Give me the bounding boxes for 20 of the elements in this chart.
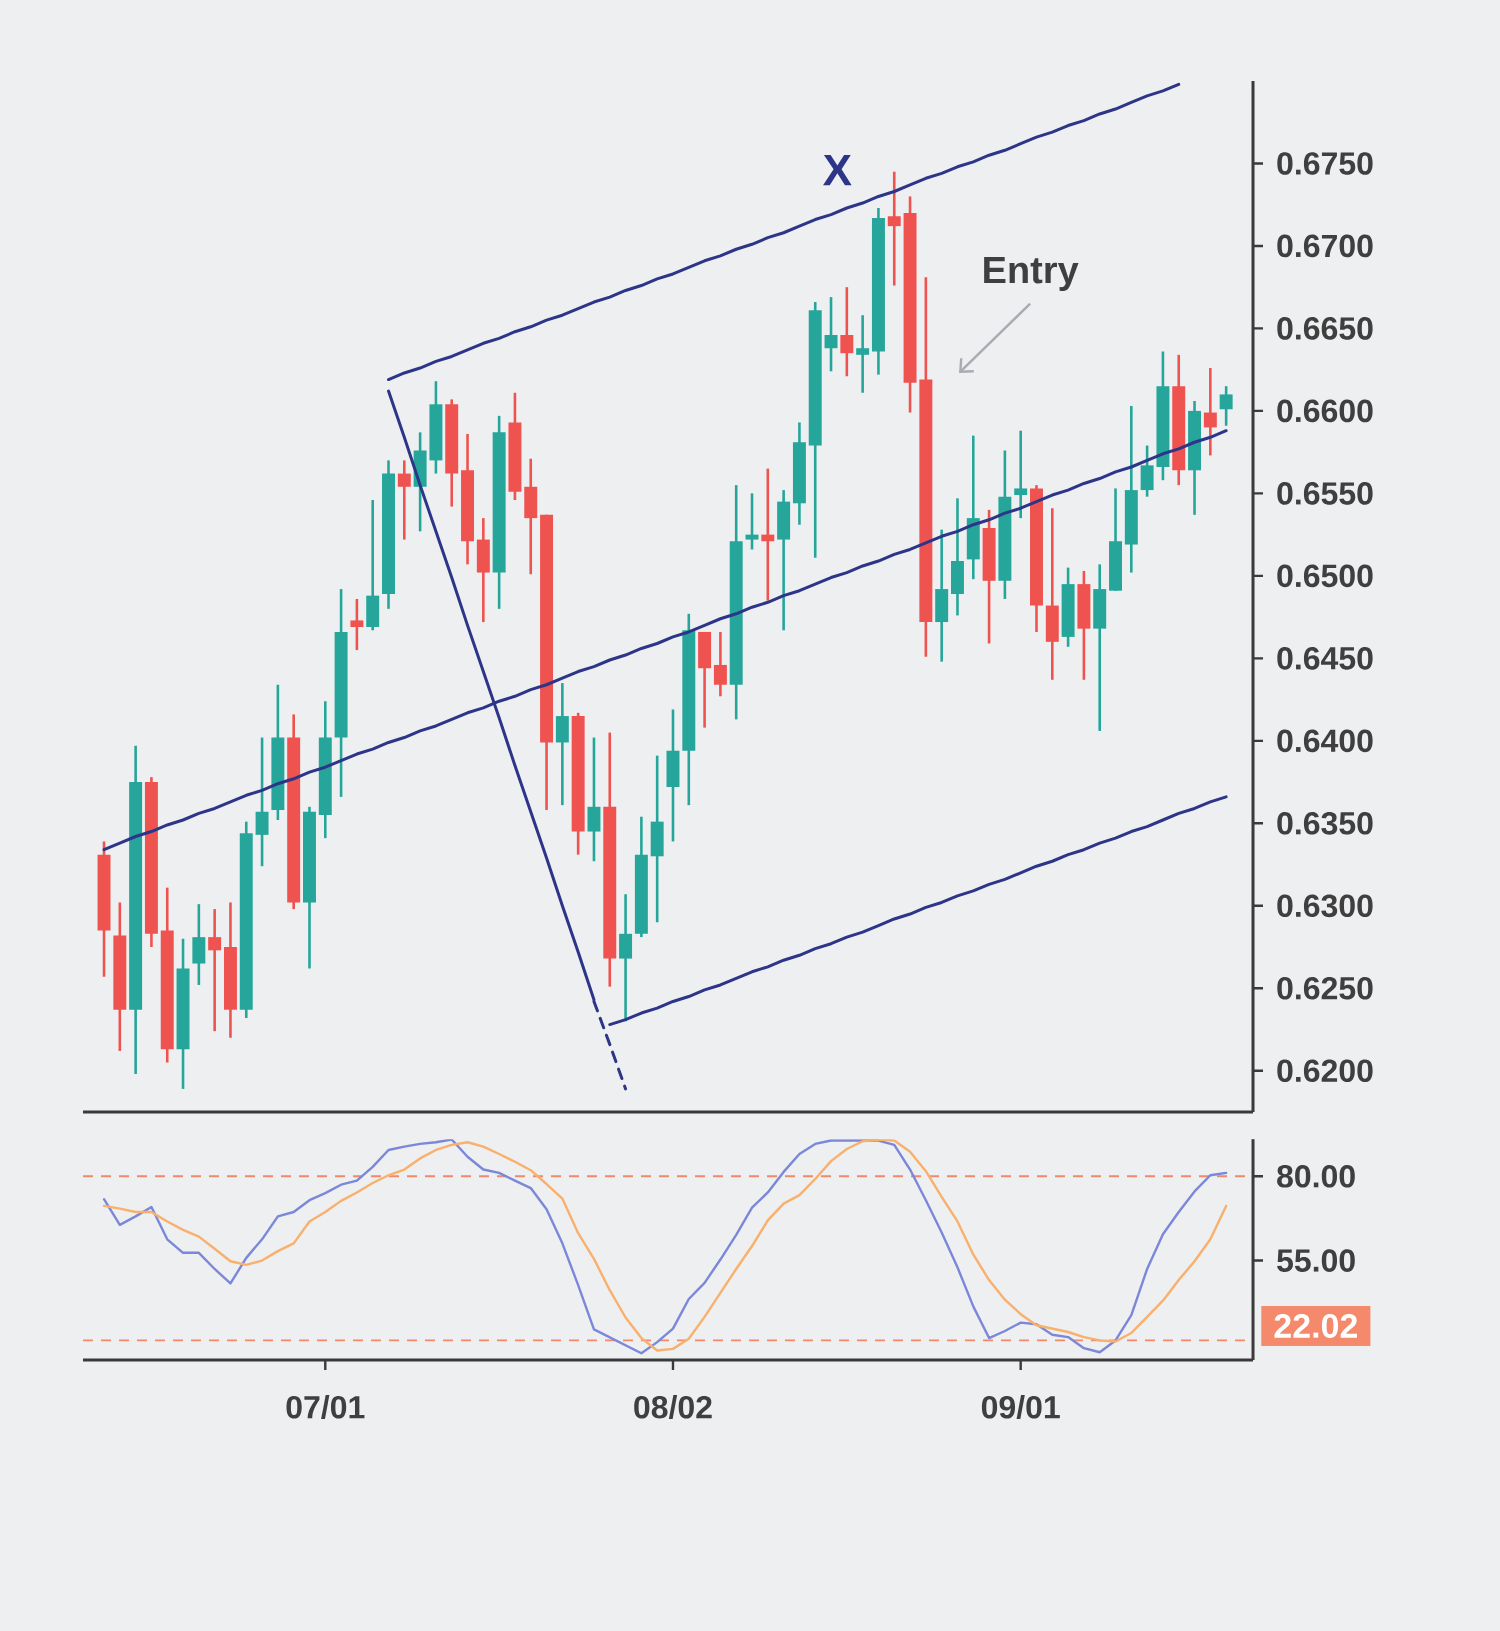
- x-tick-label: 09/01: [981, 1395, 1060, 1419]
- y-tick-label: 0.6500: [1277, 564, 1373, 588]
- y-tick-label: 0.6400: [1277, 729, 1373, 753]
- y-tick-label: 0.6450: [1277, 647, 1373, 670]
- y-tick-label: 0.6350: [1277, 811, 1373, 835]
- y-tick-label: 0.6250: [1277, 976, 1373, 1000]
- y-tick-label: 0.6750: [1277, 152, 1373, 175]
- text: 22.02: [1274, 1313, 1358, 1338]
- annotation: X: [823, 154, 852, 186]
- y-tick-label: 80.00: [1277, 1164, 1355, 1188]
- y-tick-label: 0.6650: [1277, 317, 1373, 340]
- y-tick-label: 0.6200: [1277, 1059, 1373, 1083]
- annotation: Entry: [984, 256, 1079, 291]
- y-tick-label: 55.00: [1277, 1249, 1355, 1272]
- y-tick-label: 0.6600: [1277, 399, 1373, 423]
- x-tick-label: 07/01: [286, 1395, 365, 1419]
- y-tick-label: 0.6550: [1277, 482, 1373, 505]
- x-tick-label: 08/02: [634, 1395, 712, 1419]
- y-tick-label: 0.6700: [1277, 234, 1373, 258]
- y-tick-label: 0.6300: [1277, 894, 1373, 918]
